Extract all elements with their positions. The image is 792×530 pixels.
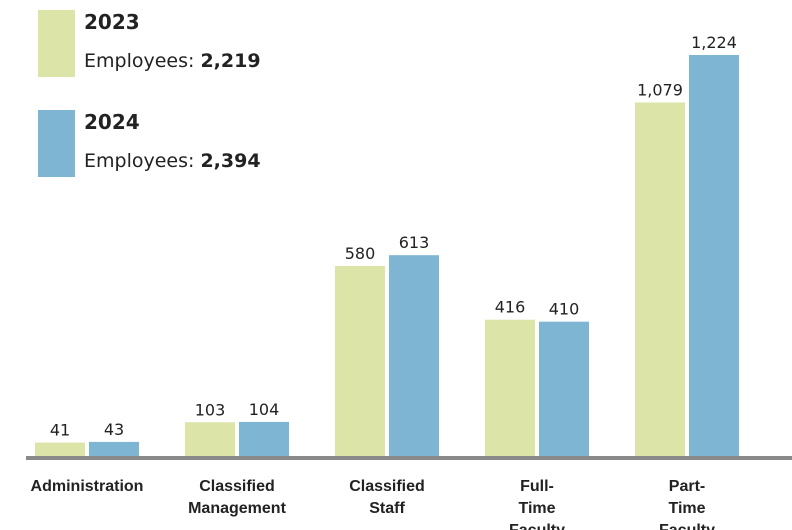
data-label: 103 <box>195 400 226 419</box>
bar <box>539 321 589 456</box>
data-label: 1,079 <box>637 81 683 100</box>
legend-caption: Employees: 2,219 <box>84 50 261 72</box>
legend-caption: Employees: 2,394 <box>84 150 261 172</box>
data-label: 580 <box>345 244 376 263</box>
data-label: 410 <box>549 300 580 319</box>
data-label: 1,224 <box>691 33 737 52</box>
bar <box>185 422 235 456</box>
bar <box>89 441 139 456</box>
legend-swatch <box>38 10 75 77</box>
bar <box>635 102 685 456</box>
bar <box>35 442 85 456</box>
legend-caption-text: Employees: <box>84 50 195 72</box>
legend-total: 2,219 <box>200 50 261 72</box>
bar <box>389 255 439 456</box>
data-label: 416 <box>495 298 526 317</box>
data-label: 41 <box>50 421 70 440</box>
bar <box>239 421 289 456</box>
data-label: 613 <box>399 233 430 252</box>
x-tick-label: Administration <box>30 478 144 495</box>
bar <box>689 55 739 456</box>
legend-label: 2023 <box>84 10 140 34</box>
x-tick-label: Classified Management <box>188 478 286 517</box>
legend-label: 2024 <box>84 110 140 134</box>
bar <box>335 265 385 456</box>
data-label: 104 <box>249 400 280 419</box>
legend-total: 2,394 <box>200 150 261 172</box>
data-label: 43 <box>104 420 124 439</box>
legend-caption-text: Employees: <box>84 150 195 172</box>
x-tick-label: Part-Time Faculty <box>659 478 715 530</box>
x-tick-label: Classified Staff <box>349 478 425 517</box>
x-tick-label: Full-Time Faculty <box>509 478 565 530</box>
bar <box>485 319 535 456</box>
legend-swatch <box>38 110 75 177</box>
